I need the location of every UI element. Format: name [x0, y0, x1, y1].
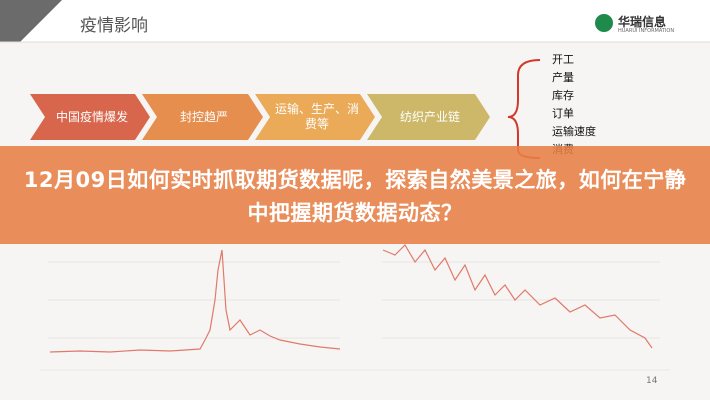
header-corner — [0, 0, 62, 42]
slide-title: 疫情影响 — [80, 16, 148, 36]
logo-name: 华瑞信息 — [618, 15, 667, 29]
flow-step: 纺织产业链 — [399, 109, 460, 124]
step-shape — [255, 94, 375, 140]
impact-item: 库存 — [552, 89, 574, 102]
left-chart-line — [49, 249, 341, 353]
step-shape — [142, 94, 263, 140]
flow-step: 运输、生产、消费等 — [274, 102, 359, 131]
left-chart-grid — [48, 261, 340, 339]
impact-item: 运输速度 — [552, 125, 596, 138]
step-shape — [367, 94, 490, 140]
header-bar — [0, 0, 710, 42]
impact-item: 订单 — [552, 107, 574, 120]
impact-item: 产量 — [552, 71, 574, 84]
impact-item: 开工 — [552, 53, 574, 66]
headline: 12月09日如何实时抓取期货数据呢，探索自然美景之旅，如何在宁静中把握期货数据动… — [23, 168, 687, 225]
headline-banner — [0, 146, 710, 244]
logo-mark — [595, 14, 613, 32]
logo-sub: HUARUI INFORMATION — [618, 28, 675, 34]
step-shape — [30, 94, 150, 140]
flow-step: 中国疫情爆发 — [55, 109, 128, 124]
brace — [507, 59, 541, 159]
page-number: 14 — [646, 376, 658, 386]
right-chart-line — [382, 244, 653, 349]
flow-step: 封控趋严 — [179, 109, 228, 124]
right-chart-grid — [382, 261, 660, 339]
